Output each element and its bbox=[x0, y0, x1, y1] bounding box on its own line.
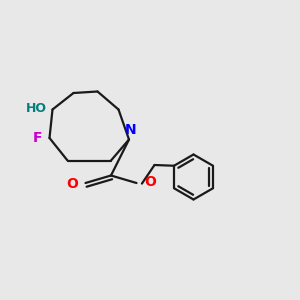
Text: O: O bbox=[66, 178, 78, 191]
Text: O: O bbox=[144, 175, 156, 188]
Text: F: F bbox=[32, 131, 42, 145]
Text: N: N bbox=[125, 123, 136, 137]
Text: HO: HO bbox=[26, 101, 46, 115]
